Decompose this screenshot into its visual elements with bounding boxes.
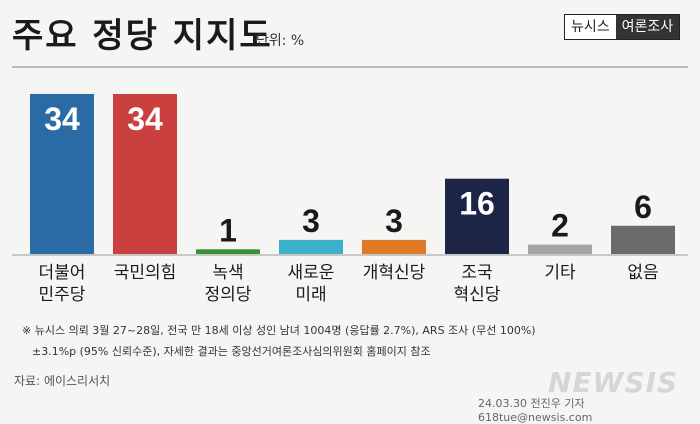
unit-label: 단위: % [256,33,305,49]
header-divider [12,66,688,68]
bar-0 [30,94,94,254]
data-label-7: 6 [634,189,652,225]
bar-3 [279,239,343,254]
category-label-2: 녹색 정의당 [205,263,252,305]
data-label-4: 3 [385,203,403,239]
chart-title: 주요 정당 지지도 [12,16,273,56]
bar-6 [528,244,592,254]
category-label-0: 더불어 민주당 [39,263,86,305]
credit-label: 24.03.30 전진우 기자 618tue@newsis.com [478,397,593,424]
footnote-survey: ※ 뉴시스 의뢰 3월 27~28일, 전국 만 18세 이상 성인 남녀 10… [22,324,536,337]
data-label-5: 16 [459,186,495,222]
brand-left: 뉴시스 [565,15,616,39]
category-label-6: 기타 [544,263,576,283]
data-label-0: 34 [44,101,80,137]
newsis-watermark: NEWSIS [548,366,679,399]
bar-7 [611,225,675,254]
bar-2 [196,249,260,254]
source-label: 자료: 에이스리서치 [14,374,111,388]
data-label-6: 2 [551,208,569,244]
bar-chart: 34 더불어 민주당 34 국민의힘 1 녹색 정의당 3 새로운 미래 3 개혁신당 16 조국 혁신당 2 기… [12,94,688,305]
data-label-1: 34 [127,101,163,137]
category-label-3: 새로운 미래 [288,263,335,305]
bar-4 [362,239,426,254]
bar-1 [113,94,177,254]
brand-badge: 뉴시스 여론조사 [564,14,681,40]
category-label-5: 조국 혁신당 [454,263,501,305]
category-label-7: 없음 [627,263,658,283]
brand-right: 여론조사 [615,15,680,39]
footnote-margin: ±3.1%p (95% 신뢰수준), 자세한 결과는 중앙선거여론조사심의위원회… [32,345,431,358]
bar-5 [445,178,509,254]
category-label-4: 개혁신당 [363,263,426,283]
data-label-2: 1 [219,212,237,248]
data-label-3: 3 [302,203,320,239]
category-label-1: 국민의힘 [114,263,177,283]
